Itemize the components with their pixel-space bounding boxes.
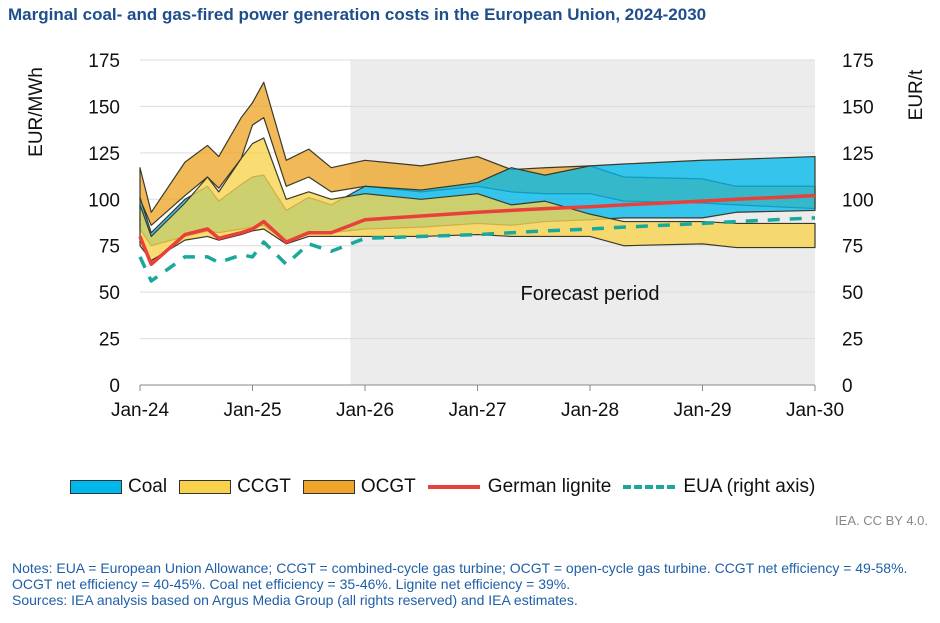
legend-eua: EUA (right axis) [623,476,815,498]
forecast-annotation: Forecast period [521,283,660,305]
y-axis-label: EUR/MWh [26,67,47,157]
y-tick-label: 125 [88,144,120,165]
y-tick-label: 100 [88,190,120,211]
legend-label: German lignite [487,476,612,497]
legend-swatch-ccgt [179,480,232,494]
y-tick-label: 25 [99,330,120,351]
sources-text: Sources: IEA analysis based on Argus Med… [12,592,578,608]
chart-title: Marginal coal- and gas-fired power gener… [8,5,707,24]
x-tick-label: Jan-28 [561,400,619,421]
legend-swatch-coal [70,480,122,494]
y2-tick-label: 125 [842,144,874,165]
legend-ccgt: CCGT [179,476,291,498]
y-tick-label: 150 [88,97,120,118]
y2-tick-label: 0 [842,376,853,397]
legend-lignite: German lignite [427,476,612,498]
y2-tick-label: 175 [842,51,874,72]
y-tick-label: 75 [99,237,120,258]
legend-label: OCGT [360,476,416,497]
legend: Coal CCGT OCGT German lignite EUA (right… [70,476,827,498]
y2-tick-label: 75 [842,237,863,258]
legend-ocgt: OCGT [302,476,416,498]
legend-label: EUA (right axis) [683,476,816,497]
x-tick-label: Jan-29 [673,400,731,421]
legend-label: CCGT [237,476,291,497]
notes-text: Notes: EUA = European Union Allowance; C… [12,560,908,592]
legend-swatch-ocgt [302,480,355,494]
x-tick-label: Jan-25 [223,400,281,421]
credit: IEA. CC BY 4.0. [835,513,928,528]
y2-axis-label: EUR/t [906,69,927,120]
legend-label: Coal [128,476,168,497]
band-ccgt [139,137,816,262]
x-tick-label: Jan-27 [448,400,506,421]
x-tick-label: Jan-26 [336,400,394,421]
legend-coal: Coal [70,476,167,498]
y2-tick-label: 150 [842,97,874,118]
y-tick-label: 175 [88,51,120,72]
y2-tick-label: 50 [842,283,863,304]
notes: Notes: EUA = European Union Allowance; C… [12,560,927,608]
chart: 0 0 25 25 50 50 75 75 100 100 125 125 150 150 175 175 Ja… [26,51,927,421]
legend-line-eua [623,485,676,489]
legend-line-lignite [427,485,480,489]
x-tick-label: Jan-30 [786,400,844,421]
y-tick-label: 0 [109,376,120,397]
x-tick-label: Jan-24 [111,400,170,421]
y-tick-label: 50 [99,283,120,304]
line-german-lignite [138,193,816,267]
y2-tick-label: 25 [842,330,863,351]
line-eua-right-axis- [138,216,816,283]
y2-tick-label: 100 [842,190,874,211]
